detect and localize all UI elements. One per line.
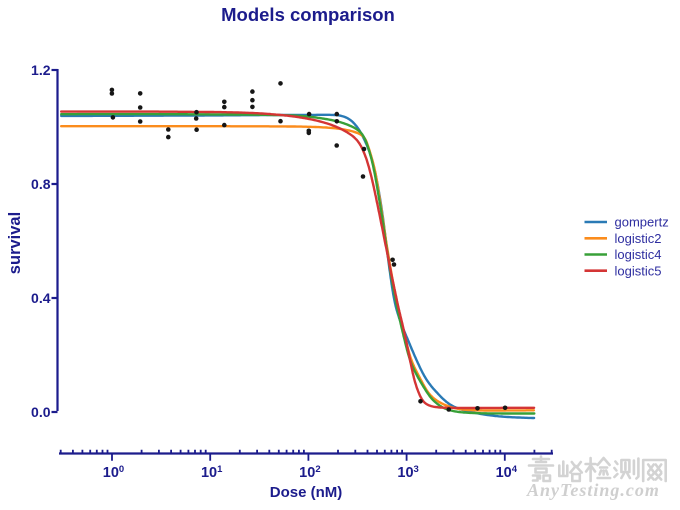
svg-text:logistic4: logistic4 [615,247,662,262]
svg-text:gompertz: gompertz [615,215,669,230]
svg-text:AnyTesting.com: AnyTesting.com [526,480,660,500]
svg-text:0.0: 0.0 [31,404,51,420]
svg-text:0.8: 0.8 [31,176,51,192]
svg-text:logistic5: logistic5 [615,263,662,278]
svg-text:Models comparison: Models comparison [221,4,395,25]
svg-text:1.2: 1.2 [31,62,51,78]
svg-text:logistic2: logistic2 [615,231,662,246]
svg-text:100: 100 [103,464,124,481]
svg-text:Dose (nM): Dose (nM) [270,484,343,501]
svg-text:survival: survival [6,212,24,274]
svg-text:102: 102 [299,464,320,481]
svg-text:103: 103 [397,464,418,481]
svg-text:0.4: 0.4 [31,290,51,306]
